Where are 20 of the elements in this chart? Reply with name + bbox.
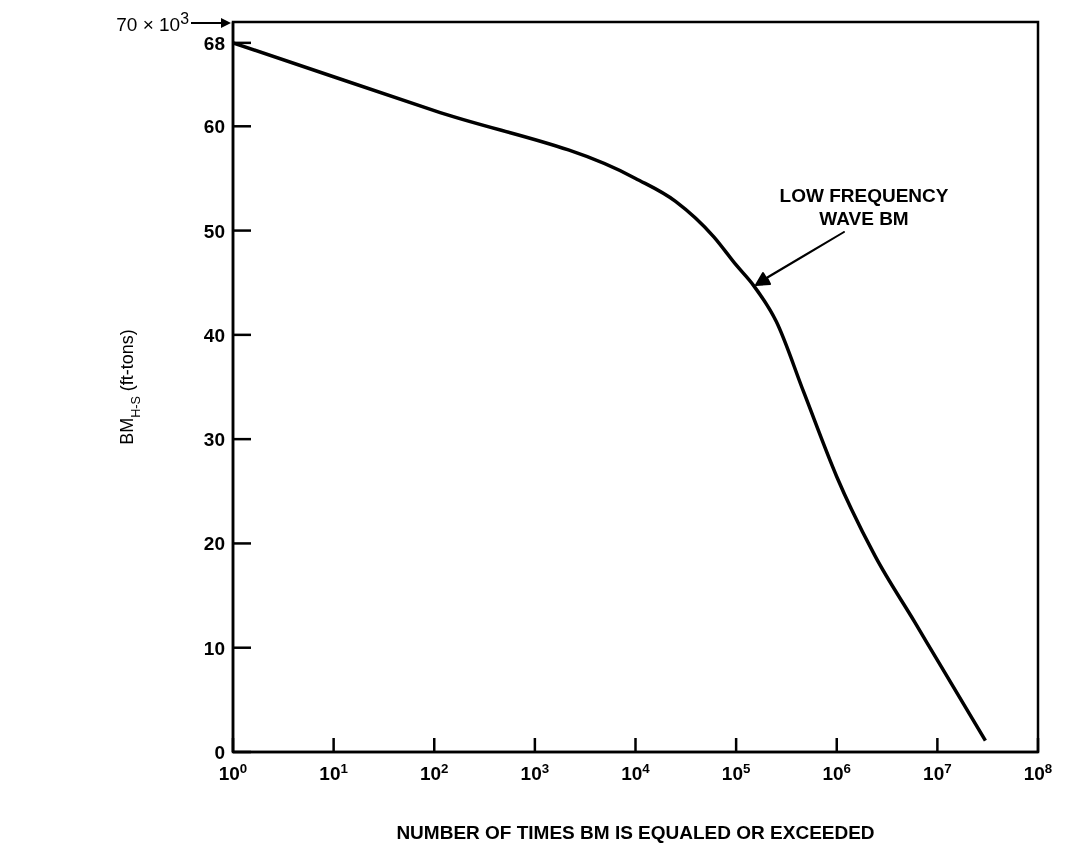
x-tick-label: 10$^{7}$ (923, 760, 952, 784)
x-tick-label: 10$^{6}$ (822, 760, 852, 784)
y-tick-label: 68 (203, 32, 225, 54)
y-tick-label: 20 (203, 533, 225, 555)
x-tick-label: 10$^{3}$ (520, 760, 550, 784)
annotation: LOW FREQUENCY WAVE BM (779, 184, 949, 230)
x-tick-label: 10$^{4}$ (621, 760, 651, 784)
y-tick-label: 50 (203, 220, 225, 242)
x-tick-label: 10$^{2}$ (419, 760, 449, 784)
y-tick-label: 10 (203, 637, 225, 659)
x-tick-label: 10$^{5}$ (721, 760, 751, 784)
text: 70 × 10$^{3}$ (116, 10, 189, 37)
x-tick-label: 10$^{1}$ (319, 760, 349, 784)
y-tick-label: 60 (203, 116, 225, 138)
y-tick-label: 0 (214, 742, 225, 763)
y-tick-label: 30 (203, 429, 225, 451)
y-tick-label: 40 (203, 324, 225, 346)
x-tick-label: 10$^{8}$ (1023, 760, 1053, 784)
x-tick-label: 10$^{0}$ (218, 760, 248, 784)
x-axis-title: NUMBER OF TIMES BM IS EQUALED OR EXCEEDED (396, 822, 875, 843)
